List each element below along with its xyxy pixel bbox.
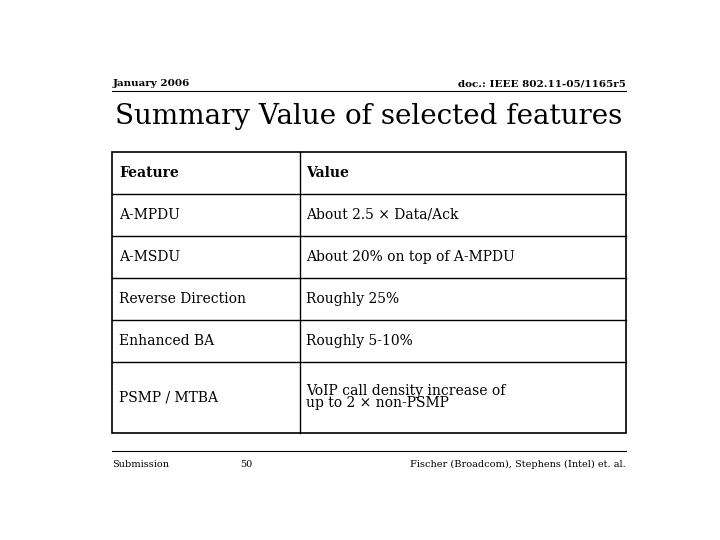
Text: Fischer (Broadcom), Stephens (Intel) et. al.: Fischer (Broadcom), Stephens (Intel) et.… <box>410 460 626 469</box>
Text: up to 2 × non-PSMP: up to 2 × non-PSMP <box>307 396 449 410</box>
Text: Feature: Feature <box>119 166 179 180</box>
Text: Roughly 25%: Roughly 25% <box>307 292 400 306</box>
Text: Submission: Submission <box>112 460 169 469</box>
Bar <box>112 152 626 433</box>
Text: doc.: IEEE 802.11-05/1165r5: doc.: IEEE 802.11-05/1165r5 <box>458 79 626 88</box>
Text: PSMP / MTBA: PSMP / MTBA <box>119 390 218 404</box>
Text: A-MPDU: A-MPDU <box>119 208 180 222</box>
Text: January 2006: January 2006 <box>112 79 189 88</box>
Text: About 2.5 × Data/Ack: About 2.5 × Data/Ack <box>307 208 459 222</box>
Text: Value: Value <box>307 166 349 180</box>
Text: A-MSDU: A-MSDU <box>119 250 180 264</box>
Text: Enhanced BA: Enhanced BA <box>119 334 214 348</box>
Text: Reverse Direction: Reverse Direction <box>119 292 246 306</box>
Text: About 20% on top of A-MPDU: About 20% on top of A-MPDU <box>307 250 515 264</box>
Text: VoIP call density increase of: VoIP call density increase of <box>307 384 505 398</box>
Text: Summary Value of selected features: Summary Value of selected features <box>115 103 623 130</box>
Text: 50: 50 <box>240 460 253 469</box>
Text: Roughly 5-10%: Roughly 5-10% <box>307 334 413 348</box>
